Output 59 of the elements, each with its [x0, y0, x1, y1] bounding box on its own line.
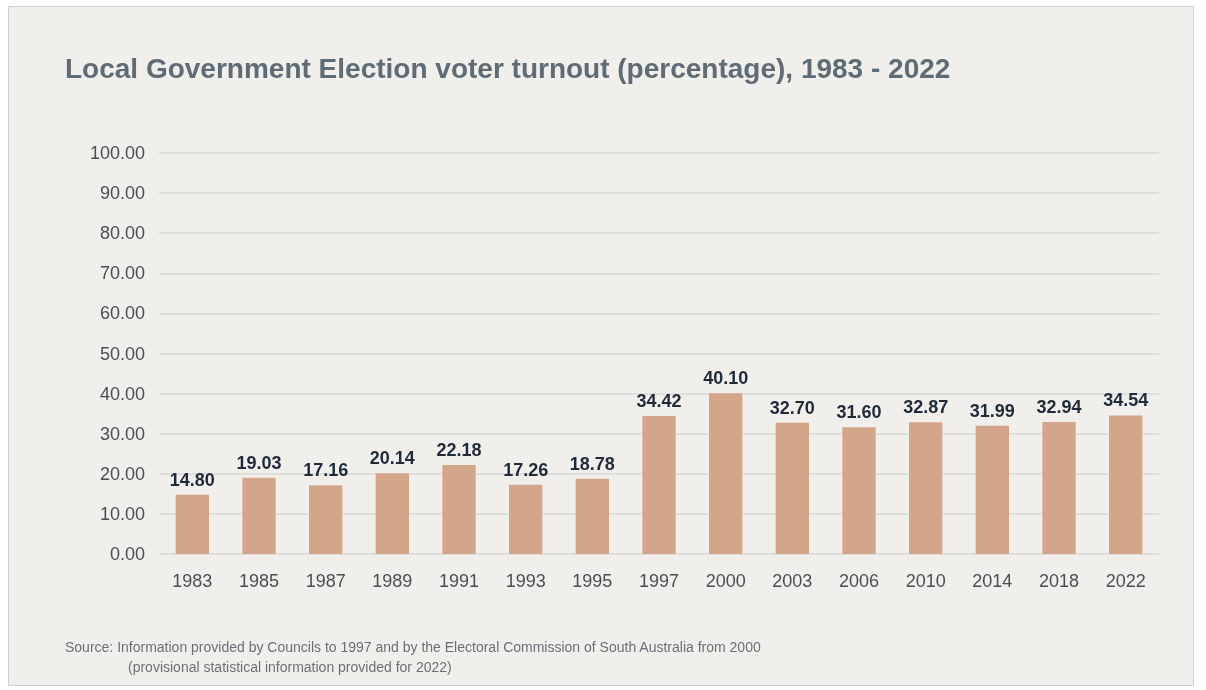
- data-label: 17.16: [303, 460, 349, 481]
- bar: [175, 494, 209, 554]
- bar: [375, 473, 409, 554]
- y-tick-label: 40.00: [99, 383, 145, 404]
- y-tick-label: 10.00: [99, 503, 145, 524]
- data-label: 32.87: [903, 397, 949, 418]
- source-note: Source: Information provided by Councils to 1997 and by the Electoral Commission of South Australia from 2000: [65, 638, 761, 657]
- x-tick-label: 2006: [838, 571, 880, 591]
- data-label: 31.60: [836, 402, 882, 423]
- y-tick-label: 80.00: [99, 223, 145, 244]
- bar: [575, 478, 609, 554]
- data-label: 40.10: [703, 368, 749, 389]
- x-tick-label: 1993: [505, 571, 546, 591]
- x-tick-label: 1991: [438, 571, 480, 591]
- bar: [1109, 415, 1143, 554]
- x-tick-label: 2018: [1038, 571, 1080, 591]
- data-label: 32.70: [769, 397, 815, 418]
- x-tick-label: 1989: [372, 571, 413, 591]
- bar: [642, 415, 676, 554]
- bar: [909, 422, 943, 554]
- data-label: 34.42: [636, 390, 682, 411]
- bar: [709, 393, 743, 554]
- x-tick-label: 2003: [772, 571, 813, 591]
- x-tick-label: 2014: [972, 571, 1013, 591]
- x-tick-label: 1983: [172, 571, 213, 591]
- data-label: 32.94: [1036, 396, 1082, 417]
- x-tick-label: 1985: [238, 571, 280, 591]
- y-tick-label: 30.00: [99, 423, 145, 444]
- data-label: 17.26: [503, 459, 549, 480]
- chart-title: Local Government Election voter turnout (percentage), 1983 - 2022: [65, 53, 951, 85]
- y-tick-label: 70.00: [99, 263, 145, 284]
- data-label: 31.99: [969, 400, 1015, 421]
- bar: [242, 477, 276, 554]
- y-tick-label: 100.00: [89, 143, 145, 163]
- data-label: 22.18: [436, 440, 482, 461]
- data-label: 34.54: [1103, 390, 1149, 411]
- x-tick-label: 1987: [305, 571, 346, 591]
- bar: [1042, 421, 1076, 554]
- bar: [975, 425, 1009, 554]
- x-tick-label: 2010: [905, 571, 946, 591]
- x-tick-label: 1995: [572, 571, 613, 591]
- data-label: 14.80: [169, 469, 215, 490]
- bar: [509, 484, 543, 554]
- x-tick-label: 1997: [638, 571, 680, 591]
- x-tick-label: 2000: [705, 571, 746, 591]
- y-tick-label: 90.00: [99, 183, 145, 204]
- data-label: 18.78: [569, 453, 615, 474]
- text: (provisional statistical information provided for 2022): [127, 658, 453, 677]
- bar: [775, 422, 809, 554]
- y-tick-label: 0.00: [109, 544, 145, 564]
- x-tick-label: 2022: [1105, 571, 1146, 591]
- bar: [309, 485, 343, 554]
- data-label: 19.03: [236, 452, 282, 473]
- y-tick-label: 20.00: [99, 463, 145, 484]
- y-tick-label: 50.00: [99, 343, 145, 364]
- bar: [442, 465, 476, 554]
- data-label: 20.14: [369, 448, 415, 469]
- y-tick-label: 60.00: [99, 303, 145, 324]
- bar: [842, 427, 876, 554]
